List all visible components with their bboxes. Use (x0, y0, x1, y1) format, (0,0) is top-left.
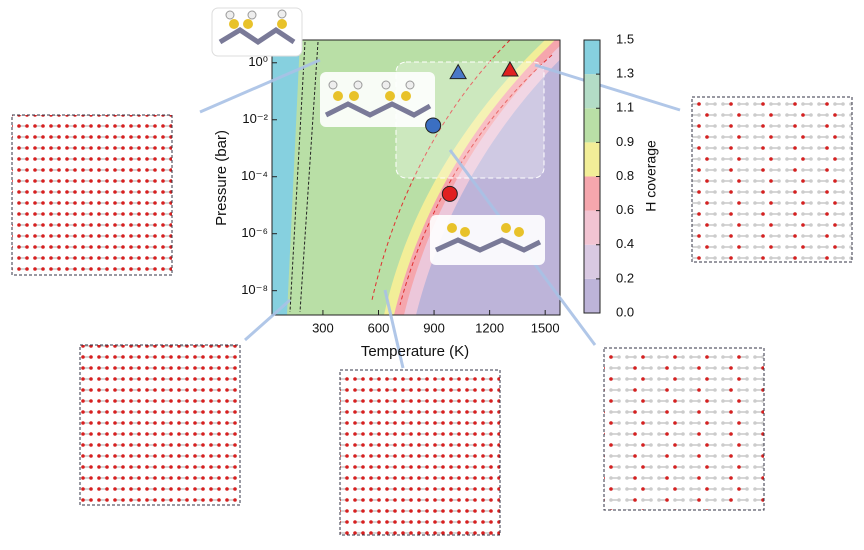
y-tick-label: 10⁻⁴ (241, 168, 268, 183)
structure-inset (211, 7, 303, 57)
y-tick-label: 10⁻⁸ (241, 282, 268, 297)
lattice-panel (691, 96, 853, 263)
y-tick-label: 10⁰ (248, 54, 268, 69)
boundary (299, 41, 319, 313)
x-tick-label: 1500 (531, 320, 560, 335)
x-tick-label: 300 (312, 320, 334, 335)
arrow (199, 58, 321, 114)
colorbar-segment (584, 210, 600, 245)
arrow (534, 63, 681, 112)
colorbar-segment (584, 142, 600, 177)
marker (441, 185, 458, 202)
colorbar-segment (584, 244, 600, 279)
structure-insets (211, 7, 545, 265)
arrow (244, 298, 291, 342)
y-tick-label: 10⁻⁶ (241, 225, 268, 240)
boundary (371, 40, 511, 301)
marker (425, 117, 442, 134)
colorbar-segment (584, 176, 600, 211)
lattice-panel (11, 114, 173, 276)
colorbar-segment (584, 278, 600, 313)
colorbar-segment (584, 40, 600, 75)
marker (501, 60, 519, 77)
boundary (399, 54, 553, 306)
colorbar-tick-label: 0.4 (616, 236, 634, 251)
x-axis-label: Temperature (K) (361, 343, 469, 360)
lattice-panels (11, 96, 853, 536)
lattice-panel (339, 369, 501, 536)
colorbar-tick-label: 0.8 (616, 168, 634, 183)
arrow (383, 289, 405, 369)
colorbar-tick-label: 1.5 (616, 31, 634, 46)
colorbar-tick-label: 0.6 (616, 202, 634, 217)
x-tick-label: 900 (423, 320, 445, 335)
colorbar-tick-label: 1.1 (616, 100, 634, 115)
lattice-panel (603, 347, 765, 511)
marker (449, 63, 467, 80)
colorbar-tick-label: 0.0 (616, 304, 634, 319)
x-tick-label: 600 (368, 320, 390, 335)
boundary (289, 41, 306, 313)
colorbar-tick-label: 0.9 (616, 134, 634, 149)
colorbar-segment (584, 108, 600, 143)
colorbar-segment (584, 74, 600, 109)
lattice-panel (79, 344, 241, 506)
structure-inset (430, 215, 545, 265)
y-tick-label: 10⁻² (242, 111, 268, 126)
plot-frame (271, 39, 561, 316)
region (272, 40, 300, 315)
colorbar-tick-label: 0.2 (616, 270, 634, 285)
colorbar-tick-label: 1.3 (616, 66, 634, 81)
y-axis-label: Pressure (bar) (213, 130, 230, 226)
structure-inset (320, 72, 435, 127)
colorbar-label: H coverage (643, 140, 659, 212)
x-tick-label: 1200 (475, 320, 504, 335)
